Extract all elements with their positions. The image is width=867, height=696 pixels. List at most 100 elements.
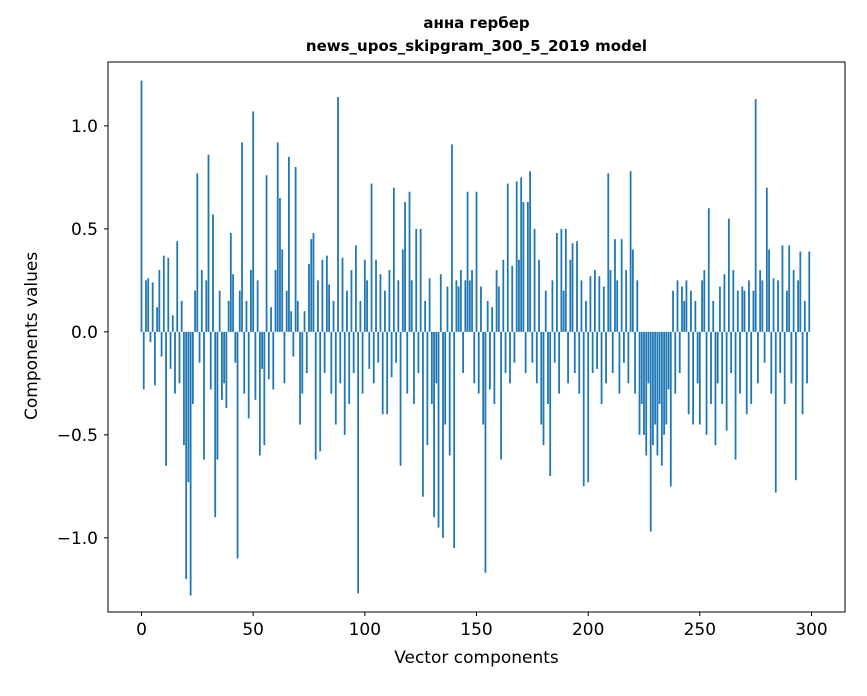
bar [500,331,502,460]
bar [187,331,190,483]
bar [547,331,549,404]
bar [658,331,661,404]
bar [480,286,482,332]
bar [710,331,712,404]
bar [189,331,192,596]
bar [477,331,480,394]
bar [221,331,223,400]
bar [580,280,583,332]
bar [413,331,415,404]
bar [323,331,326,374]
bar [524,331,527,374]
bar [183,331,185,446]
bar [359,300,362,332]
bar [375,259,377,332]
bar [678,331,681,374]
bar [200,270,203,332]
bar [214,331,217,518]
bar [560,228,563,332]
bar [765,187,768,332]
bar [321,259,324,332]
bar [727,218,730,332]
bar [290,311,293,332]
bar [504,331,507,374]
bar [174,331,176,394]
bar [212,214,214,332]
bar [739,331,741,394]
bar [790,331,793,384]
bar [618,331,621,394]
bar [605,331,607,384]
y-tick-label: −0.5 [57,426,98,446]
bar [587,331,590,483]
bar [538,259,540,332]
bar [794,331,797,481]
bar [451,144,453,332]
bar [714,331,717,446]
bar [623,331,625,363]
bar [582,331,585,487]
bar [533,228,536,332]
bar [232,274,234,332]
bar [243,331,246,394]
bar [607,173,610,332]
bar [759,270,762,332]
bar [558,331,561,394]
bar [741,286,744,332]
bar [589,276,592,332]
bar [276,142,279,332]
x-tick-label: 200 [572,620,604,640]
bar [786,290,788,332]
bar [468,280,471,332]
bar [205,280,208,332]
bar [410,280,413,332]
bar [502,259,505,332]
bar [723,274,726,332]
bar [602,286,605,332]
bar [319,331,322,452]
bar [511,265,514,332]
bar [520,177,523,332]
bar [308,263,310,332]
bar [638,331,641,435]
bar [203,331,205,460]
bar [158,270,161,332]
bar [171,315,174,332]
bar [526,202,529,332]
bar [207,154,210,332]
axes-group: 0 50 100 150 200 250 300 −1.0 −0.5 0.0 0.5 1.0 [57,61,846,640]
chart-title-line2: news_upos_skipgram_300_5_2019 model [305,36,648,55]
bar [544,290,547,332]
bar [694,300,697,332]
bar [649,331,652,532]
bar [752,290,755,332]
bar [797,280,799,332]
bar [540,331,543,425]
bar [553,331,556,363]
bar [614,239,616,332]
bar [768,249,770,332]
bar [377,331,380,363]
bar [178,331,181,384]
bar [379,274,382,332]
bar [334,331,337,425]
bar [437,331,440,528]
bar [777,280,779,332]
bar [647,331,650,384]
x-tick-label: 150 [460,620,492,640]
bar [806,331,808,384]
bar [439,274,442,332]
bar [656,331,659,456]
bar [497,286,500,332]
bar [357,331,360,594]
bar [401,249,404,332]
bar [355,245,357,332]
bar [337,97,339,332]
bar [234,331,237,363]
bar [392,187,395,332]
x-tick-label: 0 [136,620,147,640]
bar [683,300,686,332]
bar [748,280,750,332]
bar [433,331,435,518]
